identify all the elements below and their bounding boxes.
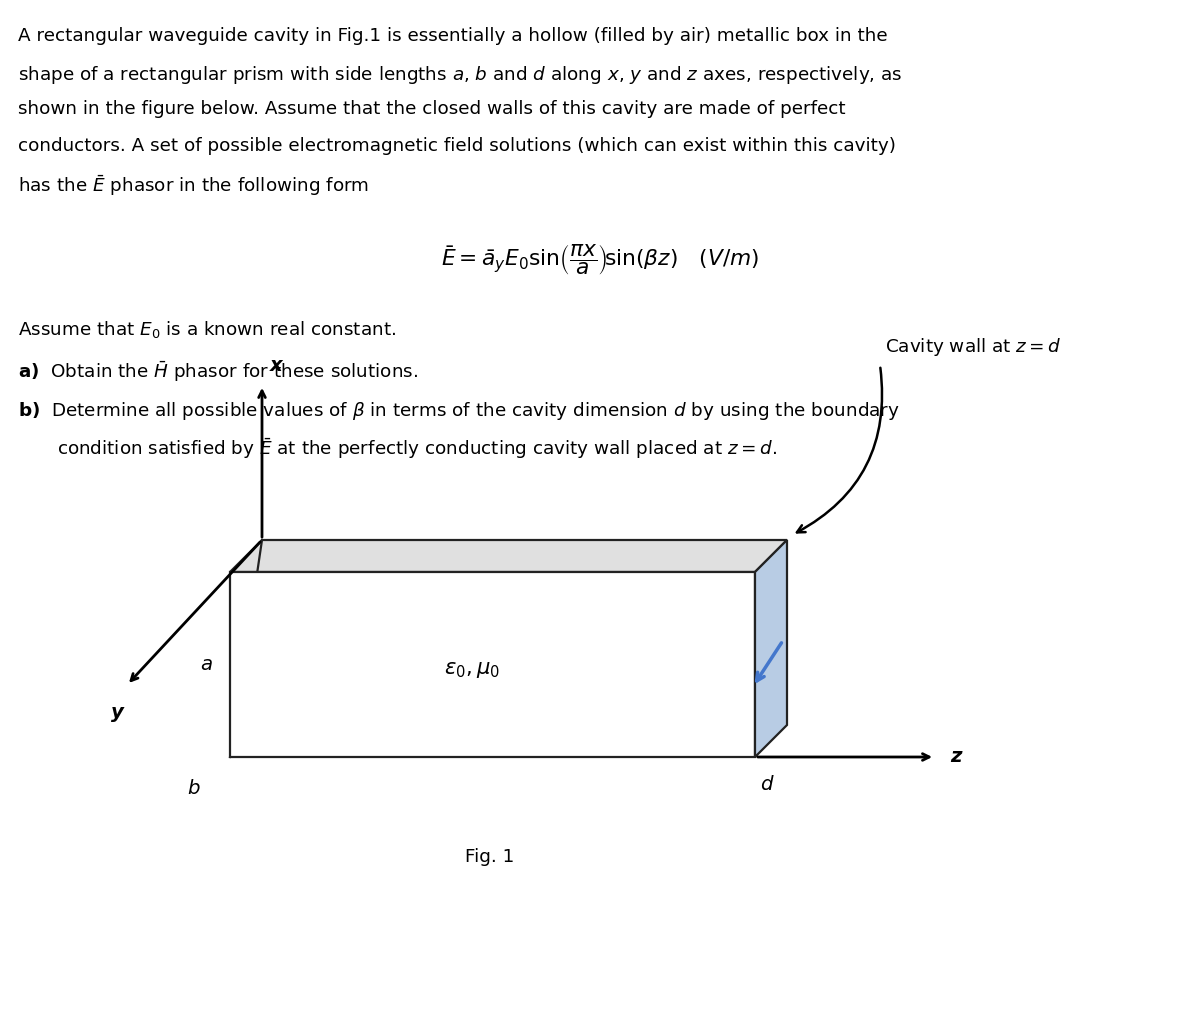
Text: b: b <box>187 779 200 798</box>
Text: $\mathbf{a)}$  Obtain the $\bar{H}$ phasor for these solutions.: $\mathbf{a)}$ Obtain the $\bar{H}$ phaso… <box>18 359 419 384</box>
Text: Assume that $E_0$ is a known real constant.: Assume that $E_0$ is a known real consta… <box>18 320 396 341</box>
Text: A rectangular waveguide cavity in Fig.1 is essentially a hollow (filled by air) : A rectangular waveguide cavity in Fig.1 … <box>18 27 888 45</box>
Text: $\bar{E} = \bar{a}_y E_0 \sin\!\left(\dfrac{\pi x}{a}\right)\! \sin(\beta z) \qu: $\bar{E} = \bar{a}_y E_0 \sin\!\left(\df… <box>440 241 760 277</box>
Text: d: d <box>760 775 773 794</box>
Text: $\mathbf{b)}$  Determine all possible values of $\beta$ in terms of the cavity d: $\mathbf{b)}$ Determine all possible val… <box>18 399 900 421</box>
Text: shown in the figure below. Assume that the closed walls of this cavity are made : shown in the figure below. Assume that t… <box>18 100 846 118</box>
Polygon shape <box>230 540 787 572</box>
Text: y: y <box>110 703 124 722</box>
Text: $\epsilon_0, \mu_0$: $\epsilon_0, \mu_0$ <box>444 659 500 679</box>
Text: Fig. 1: Fig. 1 <box>466 848 515 866</box>
Text: condition satisfied by $\bar{E}$ at the perfectly conducting cavity wall placed : condition satisfied by $\bar{E}$ at the … <box>58 436 776 460</box>
FancyArrowPatch shape <box>797 367 882 533</box>
Text: shape of a rectangular prism with side lengths $a$, $b$ and $d$ along $x$, $y$ a: shape of a rectangular prism with side l… <box>18 64 902 86</box>
Text: conductors. A set of possible electromagnetic field solutions (which can exist w: conductors. A set of possible electromag… <box>18 136 896 155</box>
Text: x: x <box>270 356 283 375</box>
Polygon shape <box>230 572 755 757</box>
Polygon shape <box>755 540 787 757</box>
Text: z: z <box>950 747 961 767</box>
Text: has the $\bar{E}$ phasor in the following form: has the $\bar{E}$ phasor in the followin… <box>18 173 370 198</box>
Text: a: a <box>200 655 212 674</box>
Text: Cavity wall at $z = d$: Cavity wall at $z = d$ <box>886 336 1062 358</box>
Text: $\bar{E}$: $\bar{E}$ <box>762 615 776 638</box>
